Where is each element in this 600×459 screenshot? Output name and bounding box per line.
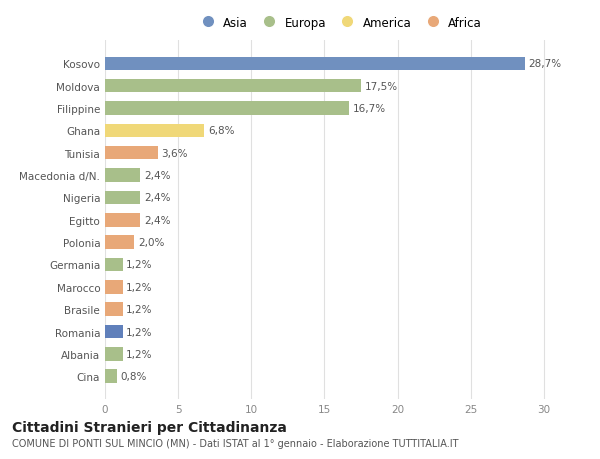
Text: 0,8%: 0,8% [121, 371, 147, 381]
Text: COMUNE DI PONTI SUL MINCIO (MN) - Dati ISTAT al 1° gennaio - Elaborazione TUTTIT: COMUNE DI PONTI SUL MINCIO (MN) - Dati I… [12, 438, 458, 448]
Bar [105, 124, 205, 138]
Bar [105, 236, 134, 249]
Bar [105, 169, 140, 182]
Bar [105, 325, 122, 338]
Bar [105, 102, 349, 116]
Text: 2,4%: 2,4% [144, 193, 170, 203]
Bar [105, 369, 116, 383]
Text: 16,7%: 16,7% [353, 104, 386, 114]
Text: 28,7%: 28,7% [529, 59, 562, 69]
Text: 3,6%: 3,6% [161, 148, 188, 158]
Text: 1,2%: 1,2% [126, 304, 153, 314]
Bar [105, 258, 122, 272]
Text: 2,4%: 2,4% [144, 215, 170, 225]
Bar [105, 80, 361, 93]
Text: 2,4%: 2,4% [144, 171, 170, 181]
Text: Cittadini Stranieri per Cittadinanza: Cittadini Stranieri per Cittadinanza [12, 420, 287, 434]
Bar [105, 303, 122, 316]
Text: 1,2%: 1,2% [126, 327, 153, 337]
Text: 1,2%: 1,2% [126, 282, 153, 292]
Text: 1,2%: 1,2% [126, 260, 153, 270]
Bar [105, 347, 122, 361]
Text: 2,0%: 2,0% [138, 238, 164, 247]
Bar [105, 57, 525, 71]
Legend: Asia, Europa, America, Africa: Asia, Europa, America, Africa [194, 14, 484, 32]
Text: 6,8%: 6,8% [208, 126, 235, 136]
Text: 1,2%: 1,2% [126, 349, 153, 359]
Bar [105, 280, 122, 294]
Bar [105, 147, 158, 160]
Bar [105, 213, 140, 227]
Bar [105, 191, 140, 205]
Text: 17,5%: 17,5% [365, 82, 398, 91]
